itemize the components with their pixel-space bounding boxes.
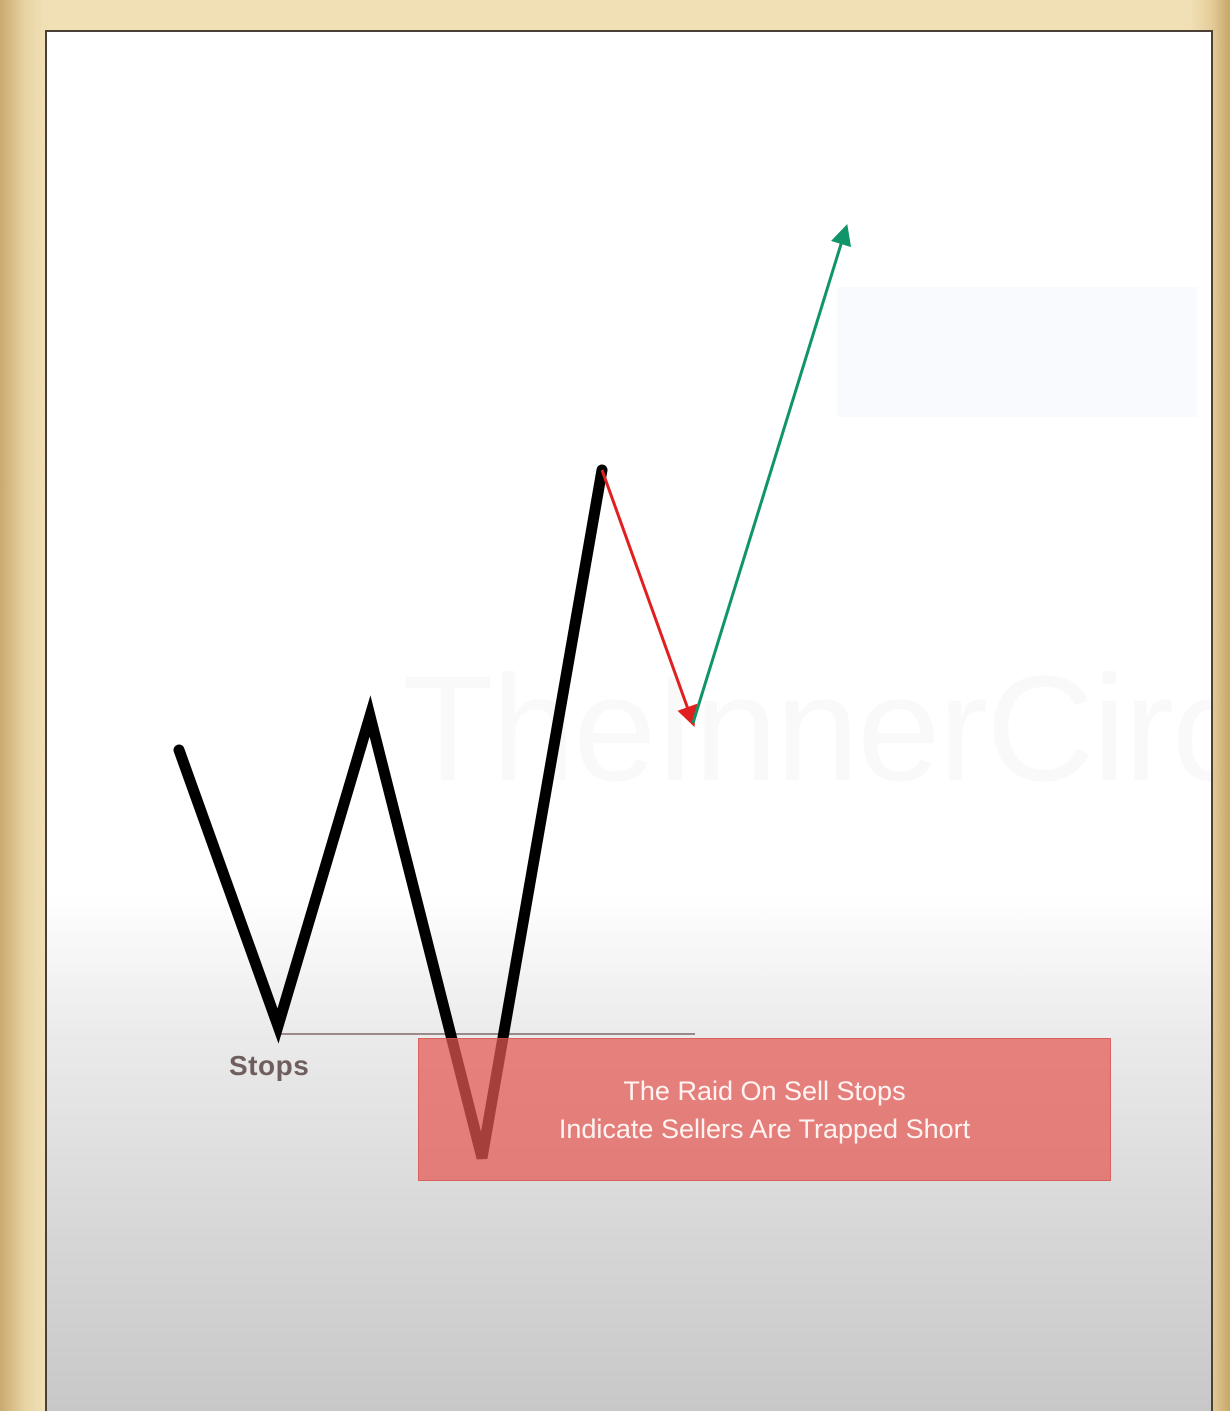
ghost-panel	[837, 287, 1197, 417]
annotation-line-1: The Raid On Sell Stops	[623, 1075, 906, 1106]
diagram-frame: TheInnerCirc Stops The Raid On Sell Stop…	[45, 30, 1213, 1411]
stops-label: Stops	[229, 1050, 310, 1081]
annotation-line-2: Indicate Sellers Are Trapped Short	[558, 1113, 971, 1144]
retrace-arrow	[600, 469, 698, 727]
annotation-box: The Raid On Sell Stops Indicate Sellers …	[418, 1038, 1111, 1181]
expansion-arrow	[691, 223, 852, 724]
price-path	[173, 464, 608, 1160]
price-diagram	[173, 223, 852, 1160]
